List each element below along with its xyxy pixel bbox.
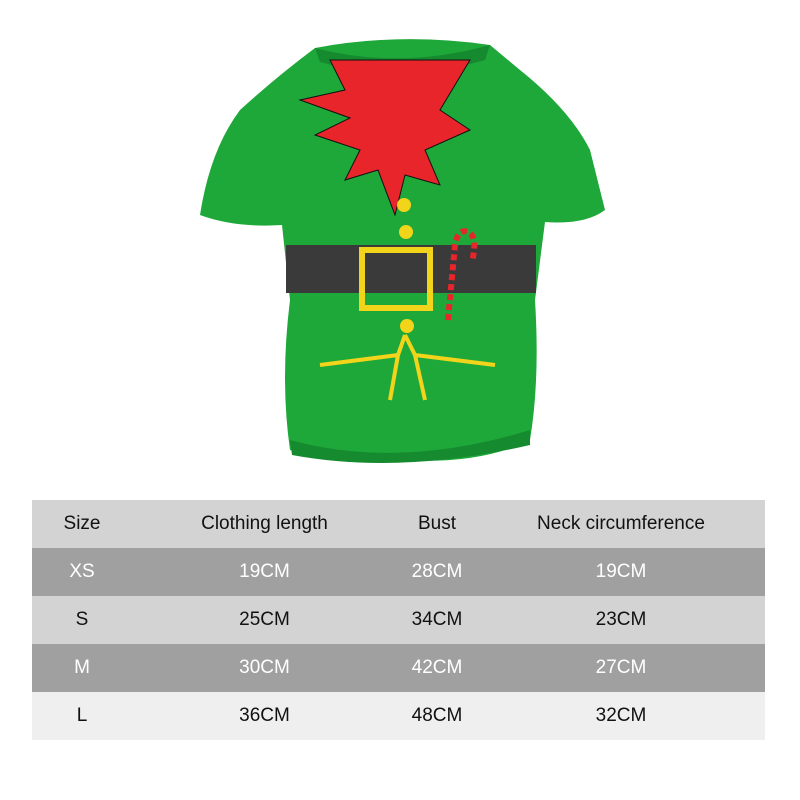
table-row: S 25CM 34CM 23CM bbox=[32, 596, 765, 644]
header-bust: Bust bbox=[397, 500, 477, 548]
cell-clothing-length: 30CM bbox=[132, 644, 397, 692]
yellow-buttons bbox=[397, 198, 414, 333]
cell-clothing-length: 36CM bbox=[132, 692, 397, 740]
cell-neck: 27CM bbox=[477, 644, 765, 692]
size-chart-table: Size Clothing length Bust Neck circumfer… bbox=[32, 500, 765, 740]
cell-size: S bbox=[32, 596, 132, 644]
cell-bust: 34CM bbox=[397, 596, 477, 644]
cell-clothing-length: 25CM bbox=[132, 596, 397, 644]
cell-bust: 48CM bbox=[397, 692, 477, 740]
table-header-row: Size Clothing length Bust Neck circumfer… bbox=[32, 500, 765, 548]
header-size: Size bbox=[32, 500, 132, 548]
red-collar bbox=[298, 59, 472, 217]
candy-cane bbox=[445, 228, 478, 321]
product-image-elf-shirt bbox=[200, 39, 605, 463]
table-row: XS 19CM 28CM 19CM bbox=[32, 548, 765, 596]
cell-neck: 23CM bbox=[477, 596, 765, 644]
cell-clothing-length: 19CM bbox=[132, 548, 397, 596]
table-row: L 36CM 48CM 32CM bbox=[32, 692, 765, 740]
table-row: M 30CM 42CM 27CM bbox=[32, 644, 765, 692]
yellow-trim-lines bbox=[319, 334, 496, 401]
cell-neck: 19CM bbox=[477, 548, 765, 596]
belt-buckle bbox=[359, 247, 433, 311]
cell-size: L bbox=[32, 692, 132, 740]
cell-bust: 42CM bbox=[397, 644, 477, 692]
cell-size: M bbox=[32, 644, 132, 692]
cell-bust: 28CM bbox=[397, 548, 477, 596]
cell-size: XS bbox=[32, 548, 132, 596]
header-neck-circumference: Neck circumference bbox=[477, 500, 765, 548]
cell-neck: 32CM bbox=[477, 692, 765, 740]
header-clothing-length: Clothing length bbox=[132, 500, 397, 548]
